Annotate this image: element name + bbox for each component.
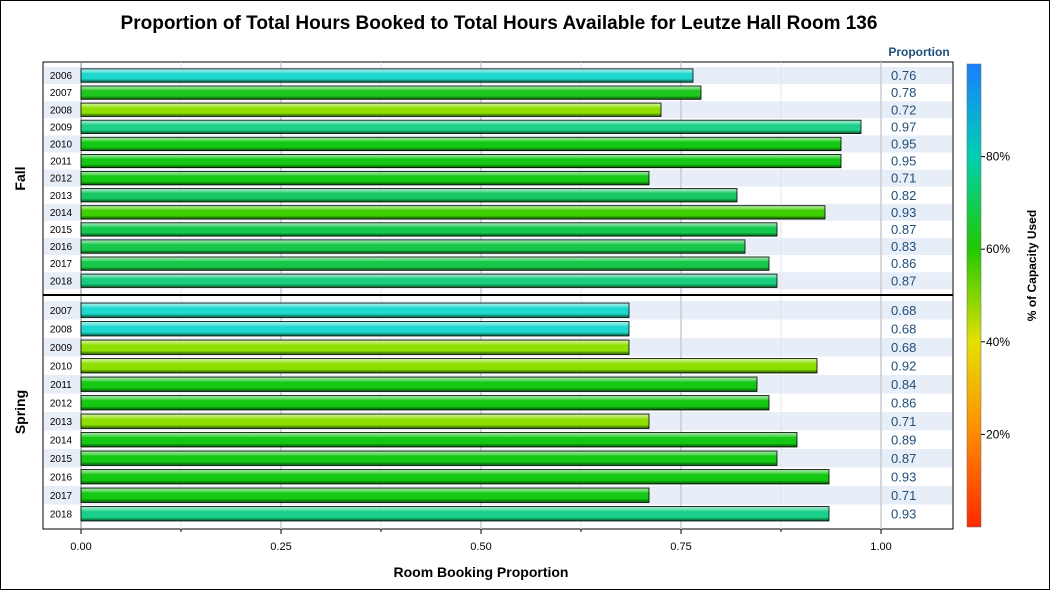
bar	[80, 321, 630, 337]
bar	[80, 239, 746, 254]
value-label: 0.83	[891, 239, 916, 254]
value-label: 0.86	[891, 256, 916, 271]
x-tick-label: 0.00	[70, 541, 91, 553]
value-label: 0.95	[891, 136, 916, 151]
category-label: 2018	[50, 509, 73, 520]
bar	[80, 119, 862, 134]
bar	[80, 376, 758, 392]
category-label: 2008	[50, 105, 73, 116]
value-label: 0.87	[891, 451, 916, 466]
value-label: 0.95	[891, 154, 916, 169]
value-label: 0.71	[891, 414, 916, 429]
bar	[80, 136, 842, 152]
value-label: 0.93	[891, 469, 916, 484]
category-label: 2008	[50, 324, 73, 335]
category-label: 2007	[50, 88, 73, 99]
x-tick-label: 1.00	[870, 541, 891, 553]
value-label: 0.68	[891, 321, 916, 336]
value-label: 0.89	[891, 432, 916, 447]
category-label: 2014	[50, 208, 73, 219]
legend-tick-label: 60%	[986, 242, 1010, 256]
category-label: 2010	[50, 139, 73, 150]
bar	[80, 68, 694, 83]
category-label: 2007	[50, 306, 73, 317]
bar	[80, 222, 778, 237]
legend-tick-label: 40%	[986, 335, 1010, 349]
category-label: 2018	[50, 276, 73, 287]
category-label: 2006	[50, 71, 73, 82]
bar	[80, 432, 798, 448]
bar	[80, 85, 702, 100]
bar	[80, 153, 842, 169]
value-label: 0.82	[891, 188, 916, 203]
bar	[80, 273, 778, 288]
value-label: 0.72	[891, 102, 916, 117]
category-label: 2015	[50, 454, 73, 465]
bar	[80, 450, 778, 466]
bar	[80, 171, 650, 186]
category-label: 2009	[50, 122, 73, 133]
bar	[80, 205, 826, 220]
legend-tick-label: 80%	[986, 150, 1010, 164]
legend-title: % of Capacity Used	[1025, 210, 1039, 321]
bar	[80, 339, 630, 355]
category-label: 2016	[50, 472, 73, 483]
category-label: 2012	[50, 398, 73, 409]
bar	[80, 256, 770, 271]
x-axis-title: Room Booking Proportion	[394, 564, 569, 580]
value-label: 0.97	[891, 119, 916, 134]
category-label: 2011	[50, 157, 72, 168]
x-tick-label: 0.25	[270, 541, 291, 553]
legend-tick-label: 20%	[986, 427, 1010, 441]
bar	[80, 358, 818, 374]
value-label: 0.71	[891, 171, 916, 186]
category-label: 2014	[50, 435, 73, 446]
category-label: 2017	[50, 491, 73, 502]
bar	[80, 395, 770, 411]
bar	[80, 506, 830, 522]
value-label: 0.93	[891, 205, 916, 220]
category-label: 2013	[50, 191, 73, 202]
value-column-header: Proportion	[888, 45, 949, 59]
category-label: 2011	[50, 380, 72, 391]
category-label: 2012	[50, 174, 73, 185]
x-tick-label: 0.50	[470, 541, 491, 553]
category-label: 2013	[50, 417, 73, 428]
bar	[80, 469, 830, 485]
value-label: 0.76	[891, 68, 916, 83]
bar	[80, 302, 630, 318]
category-label: 2015	[50, 225, 73, 236]
value-label: 0.93	[891, 506, 916, 521]
bar	[80, 102, 662, 117]
value-label: 0.68	[891, 340, 916, 355]
category-label: 2017	[50, 259, 73, 270]
value-label: 0.78	[891, 85, 916, 100]
value-label: 0.87	[891, 222, 916, 237]
x-tick-label: 0.75	[670, 541, 691, 553]
value-label: 0.87	[891, 273, 916, 288]
category-label: 2016	[50, 242, 73, 253]
value-label: 0.68	[891, 303, 916, 318]
bar	[80, 487, 650, 503]
legend-color-ramp	[966, 63, 982, 528]
bar	[80, 188, 738, 203]
value-label: 0.84	[891, 377, 916, 392]
category-label: 2009	[50, 343, 73, 354]
panel-label-spring: Spring	[12, 390, 28, 434]
bar	[80, 413, 650, 429]
value-label: 0.86	[891, 395, 916, 410]
value-label: 0.71	[891, 488, 916, 503]
chart-title: Proportion of Total Hours Booked to Tota…	[121, 13, 878, 34]
value-label: 0.92	[891, 358, 916, 373]
panel-label-fall: Fall	[12, 166, 28, 190]
category-label: 2010	[50, 361, 73, 372]
